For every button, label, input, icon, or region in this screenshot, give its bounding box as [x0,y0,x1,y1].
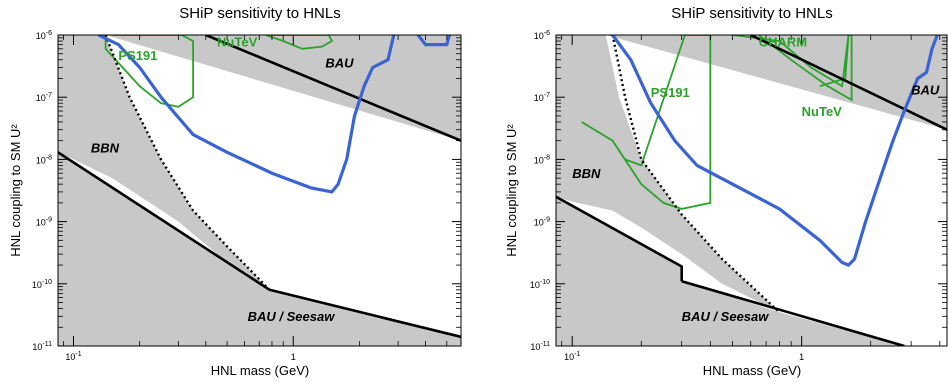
annotation-bau-seesaw: BAU / Seesaw [682,309,770,324]
excluded-region-left [556,35,780,346]
x-axis-label: HNL mass (GeV) [211,363,309,378]
y-tick-exponent: -8 [544,154,550,161]
y-tick-label: 10-10 [530,279,550,290]
annotation-ps191: PS191 [118,48,157,63]
x-tick-label: 10-1 [65,351,81,362]
annotation-ps191: PS191 [651,85,690,100]
y-tick-exponent: -11 [540,341,550,348]
y-tick-base: 10 [32,280,42,290]
y-tick-label: 10-11 [530,341,550,352]
y-axis-label: HNL coupling to SM U² [8,124,23,257]
curve-charm [732,35,850,88]
annotation-bau-seesaw: BAU / Seesaw [248,309,336,324]
y-tick-base: 10 [530,280,540,290]
y-tick-label: 10-7 [534,92,550,103]
y-tick-label: 10-9 [36,217,52,228]
line-bbn-line [556,195,684,282]
y-tick-base: 10 [534,31,544,41]
line-bbn-dotted [104,35,271,291]
curve-ship-sensitivity [97,35,455,194]
curve-ship-sensitivity [611,35,939,267]
line-bau-seesaw [681,279,905,346]
y-tick-label: 10-9 [534,217,550,228]
y-tick-label: 10-6 [534,30,550,41]
line-bau [750,35,947,131]
x-tick-label: 10-1 [564,351,580,362]
annotation-bbn: BBN [572,166,601,181]
x-tick-label: 1 [291,352,296,362]
y-tick-base: 10 [36,155,46,165]
y-tick-label: 10-6 [36,30,52,41]
line-bau-seesaw [269,288,461,339]
y-tick-exponent: -9 [544,217,550,224]
line-bbn-line [58,151,271,291]
y-tick-label: 10-7 [36,92,52,103]
y-tick-base: 10 [36,31,46,41]
annotation-charm: CHARM [759,35,807,50]
curve-nutev [758,35,853,102]
y-tick-base: 10 [32,342,42,352]
x-tick-exponent: -1 [75,351,81,358]
line-bbn-dotted [611,35,781,314]
y-tick-exponent: -11 [42,341,52,348]
y-tick-label: 10-8 [36,154,52,165]
y-tick-label: 10-8 [534,154,550,165]
chart-title: SHiP sensitivity to HNLs [179,5,340,22]
plot-frame [555,34,948,347]
y-tick-exponent: -10 [540,279,550,286]
excluded-region-upper [556,35,947,130]
y-tick-label: 10-10 [32,279,52,290]
y-tick-exponent: -6 [46,30,52,37]
excluded-region-lower [58,152,461,346]
x-tick-base: 1 [291,352,296,362]
curve-ps191 [581,35,712,210]
y-tick-base: 10 [36,93,46,103]
y-tick-base: 10 [534,93,544,103]
y-tick-exponent: -7 [46,92,52,99]
y-tick-exponent: -8 [46,154,52,161]
y-tick-base: 10 [36,218,46,228]
x-axis-label: HNL mass (GeV) [703,363,801,378]
y-tick-base: 10 [534,218,544,228]
y-tick-exponent: -10 [42,279,52,286]
x-tick-base: 10 [65,352,75,362]
curve-nutev [265,35,334,50]
annotation-bbn: BBN [91,140,120,155]
y-tick-base: 10 [534,155,544,165]
annotation-bau: BAU [325,56,354,71]
y-tick-base: 10 [530,342,540,352]
x-tick-label: 1 [799,352,804,362]
chart-title: SHiP sensitivity to HNLs [671,5,832,22]
excluded-region-lower [556,196,947,346]
x-tick-base: 1 [799,352,804,362]
line-bau [205,35,461,142]
y-tick-label: 10-11 [32,341,52,352]
y-tick-exponent: -9 [46,217,52,224]
annotation-nutev: NuTeV [802,104,843,119]
x-tick-exponent: -1 [574,351,580,358]
excluded-region-left [58,35,270,346]
excluded-region-upper [58,35,461,141]
y-axis-label: HNL coupling to SM U² [504,124,519,257]
plot-content [58,35,461,346]
y-tick-exponent: -6 [544,30,550,37]
annotation-bau: BAU [911,83,940,98]
x-tick-base: 10 [564,352,574,362]
y-tick-exponent: -7 [544,92,550,99]
curve-ps191 [104,35,195,108]
plot-content [556,35,947,346]
annotation-nutev: NuTeV [217,35,258,50]
